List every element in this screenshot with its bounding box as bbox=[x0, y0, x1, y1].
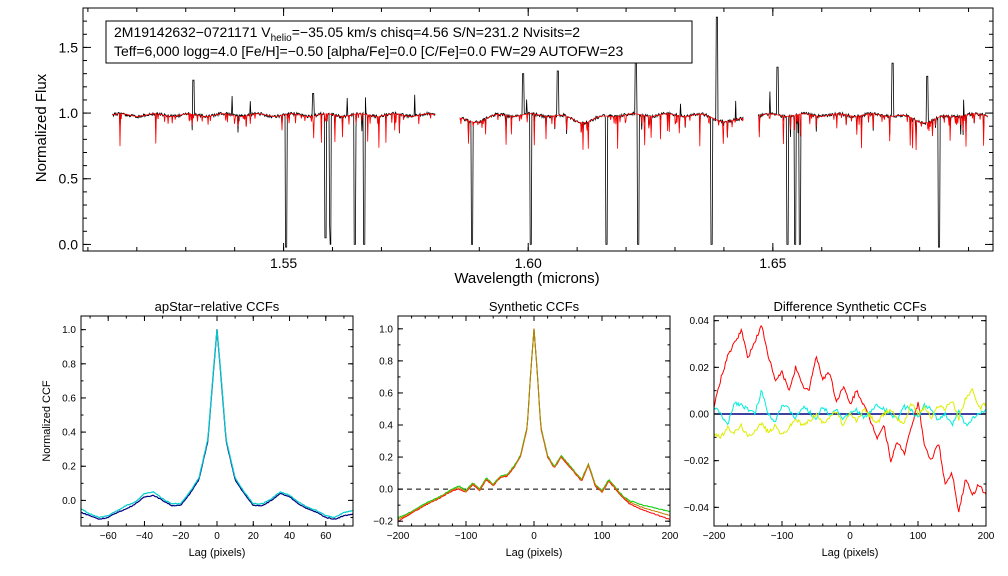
y-tick-label: 0.0 bbox=[62, 496, 76, 507]
y-tick-label: −0.04 bbox=[684, 503, 710, 514]
x-tick-label: −100 bbox=[455, 531, 478, 542]
x-tick-label: −200 bbox=[387, 531, 410, 542]
x-tick-label: −200 bbox=[703, 531, 726, 542]
spectrum-model-line-chip1 bbox=[112, 113, 436, 148]
y-tick-label: 0.0 bbox=[379, 485, 393, 496]
y-tick-label: 0.02 bbox=[690, 363, 710, 374]
ccf-synthetic-title: Synthetic CCFs bbox=[489, 299, 580, 314]
spectrum-model-line-chip3 bbox=[758, 113, 988, 151]
x-tick-label: 1.60 bbox=[515, 255, 542, 271]
x-tick-label: 60 bbox=[320, 531, 332, 542]
y-tick-label: −0.02 bbox=[684, 456, 710, 467]
y-tick-label: 0.4 bbox=[379, 421, 393, 432]
x-tick-label: −100 bbox=[771, 531, 794, 542]
ccf-series-line-2 bbox=[81, 329, 353, 519]
ccf-difference-title: Difference Synthetic CCFs bbox=[774, 299, 927, 314]
spectrum-annotation-box bbox=[105, 20, 693, 64]
annotation-helio-subscript: helio bbox=[271, 33, 293, 44]
annotation-star-prefix: 2M19142632−0721171 V bbox=[114, 24, 271, 40]
ccf-difference-plot-area bbox=[714, 324, 986, 513]
ccf-series-line-1 bbox=[714, 324, 986, 513]
y-tick-label: 0.6 bbox=[62, 393, 76, 404]
x-tick-label: −60 bbox=[100, 531, 117, 542]
ccf-difference-xlabel: Lag (pixels) bbox=[822, 547, 879, 559]
x-tick-label: 100 bbox=[594, 531, 611, 542]
x-tick-label: 0 bbox=[847, 531, 853, 542]
y-tick-label: 0.6 bbox=[379, 388, 393, 399]
ccf-apstar-xlabel: Lag (pixels) bbox=[189, 547, 246, 559]
ccf-apstar-ylabel: Normalized CCF bbox=[41, 380, 53, 462]
spectrum-panel: 1.55 1.60 1.65 0.0 0.5 1.0 1.5 2M19142632−0721… bbox=[33, 7, 994, 287]
y-tick-label: 0.00 bbox=[690, 410, 710, 421]
ccf-synthetic-plot-area bbox=[398, 328, 670, 522]
ccf-series-line-3 bbox=[714, 387, 986, 440]
y-tick-label: 0.2 bbox=[62, 462, 76, 473]
y-tick-label: 1.0 bbox=[62, 325, 76, 336]
ccf-apstar-panel: −60 −40 −20 0 20 40 60 0.0 0.2 0.4 0.6 0.8 1.0 apSta… bbox=[41, 299, 354, 559]
y-tick-label: −0.2 bbox=[373, 517, 393, 528]
x-tick-label: 1.65 bbox=[759, 255, 786, 271]
y-tick-label: 0.5 bbox=[59, 171, 79, 187]
y-tick-label: 0.2 bbox=[379, 453, 393, 464]
spectrum-annotation-line1: 2M19142632−0721171 Vhelio=−35.05 km/s ch… bbox=[114, 24, 580, 44]
y-tick-label: 0.8 bbox=[62, 359, 76, 370]
x-tick-label: −40 bbox=[136, 531, 153, 542]
x-tick-label: 100 bbox=[910, 531, 927, 542]
ccf-apstar-ticks: −60 −40 −20 0 20 40 60 0.0 0.2 0.4 0.6 0.8 1.0 bbox=[62, 316, 353, 542]
x-tick-label: 200 bbox=[978, 531, 995, 542]
ccf-synthetic-xlabel: Lag (pixels) bbox=[506, 547, 563, 559]
spectrum-ticks: 1.55 1.60 1.65 0.0 0.5 1.0 1.5 bbox=[59, 7, 993, 271]
spectrum-annotation-line2: Teff=6,000 logg=4.0 [Fe/H]=−0.50 [alpha/… bbox=[114, 43, 623, 59]
x-tick-label: 0 bbox=[531, 531, 537, 542]
x-tick-label: 200 bbox=[662, 531, 679, 542]
spectrum-model-line-chip2 bbox=[459, 113, 744, 150]
x-tick-label: 40 bbox=[284, 531, 296, 542]
y-tick-label: 1.0 bbox=[379, 324, 393, 335]
ccf-apstar-plot-area bbox=[81, 329, 353, 520]
y-tick-label: 1.0 bbox=[59, 105, 79, 121]
x-tick-label: 0 bbox=[214, 531, 220, 542]
spectrum-plot-area bbox=[112, 16, 988, 248]
y-tick-label: 0.0 bbox=[59, 236, 79, 252]
spectrum-frame bbox=[82, 7, 994, 252]
x-tick-label: 1.55 bbox=[270, 255, 297, 271]
ccf-difference-panel: −200 −100 0 100 200 −0.04 −0.02 0.00 0.02 0.04 Di… bbox=[684, 299, 995, 559]
x-tick-label: −20 bbox=[172, 531, 189, 542]
ccf-synthetic-ticks: −200 −100 0 100 200 −0.2 0.0 0.2 0.4 0.6 0.8 1.0 bbox=[373, 316, 679, 542]
spectrum-ylabel: Normalized Flux bbox=[33, 73, 50, 182]
spectrum-xlabel: Wavelength (microns) bbox=[454, 270, 599, 287]
ccf-series-line-3 bbox=[398, 328, 670, 521]
y-tick-label: 1.5 bbox=[59, 39, 79, 55]
ccf-synthetic-panel: −200 −100 0 100 200 −0.2 0.0 0.2 0.4 0.6 0.8 1.0 Sy… bbox=[373, 299, 679, 559]
annotation-stats: =−35.05 km/s chisq=4.56 S/N=231.2 Nvisit… bbox=[292, 24, 581, 40]
y-tick-label: 0.8 bbox=[379, 356, 393, 367]
ccf-difference-ticks: −200 −100 0 100 200 −0.04 −0.02 0.00 0.02 0.04 bbox=[684, 316, 995, 542]
ccf-apstar-title: apStar−relative CCFs bbox=[155, 299, 280, 314]
y-tick-label: 0.04 bbox=[690, 316, 710, 327]
y-tick-label: 0.4 bbox=[62, 428, 76, 439]
x-tick-label: 20 bbox=[248, 531, 260, 542]
